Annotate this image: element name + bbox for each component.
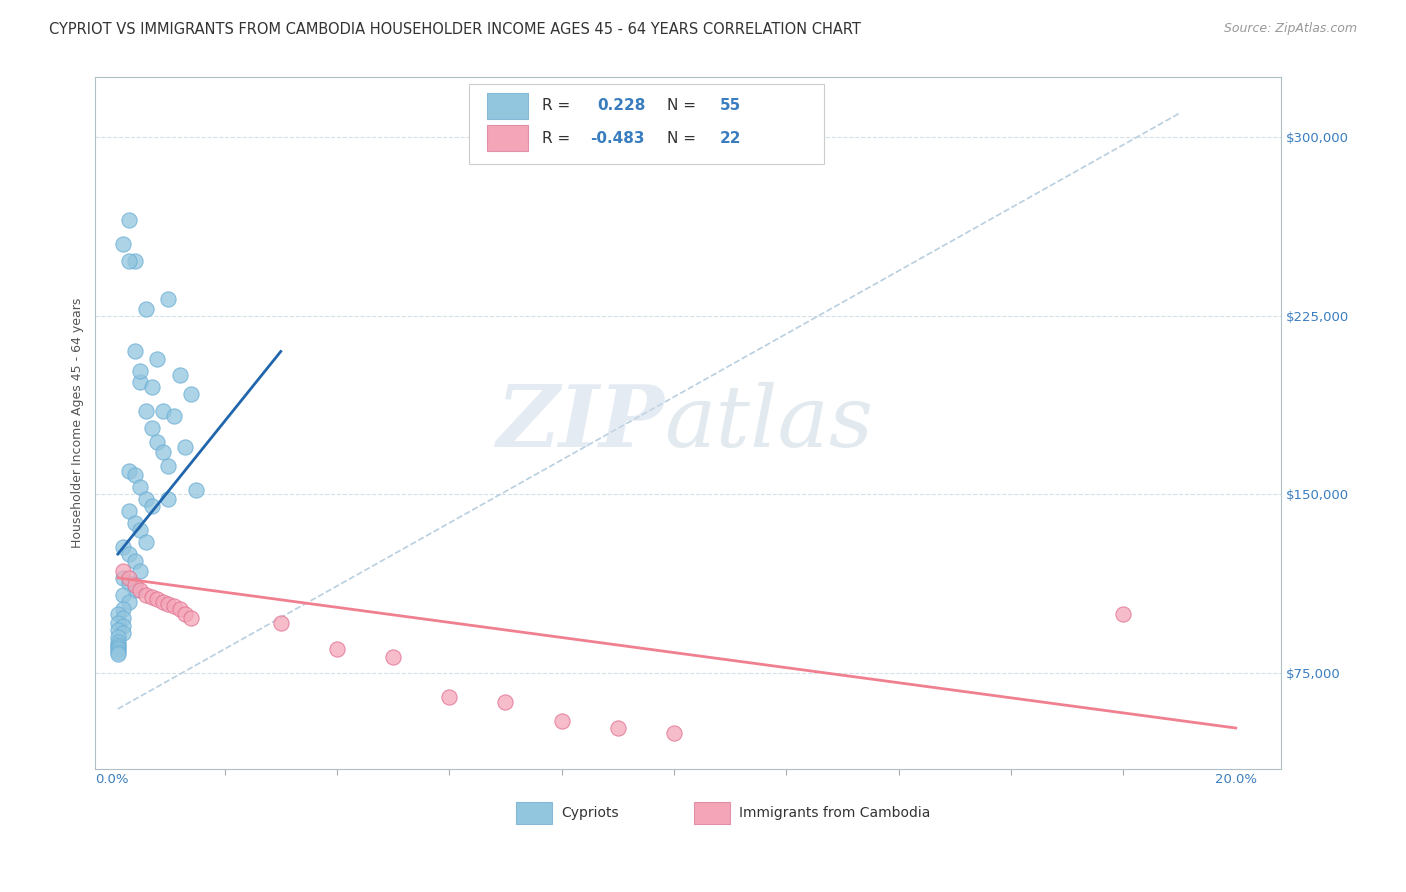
Point	[163, 409, 186, 423]
Point	[107, 642, 129, 657]
Text: 0.228: 0.228	[596, 98, 645, 113]
Point	[107, 635, 129, 649]
Point	[107, 638, 129, 652]
Text: Immigrants from Cambodia: Immigrants from Cambodia	[740, 806, 931, 821]
Text: N =: N =	[666, 98, 700, 113]
Bar	[486, 125, 529, 152]
Point	[118, 504, 141, 518]
Point	[439, 690, 461, 704]
Point	[112, 564, 135, 578]
Point	[124, 344, 146, 359]
Point	[146, 435, 169, 450]
Point	[129, 376, 152, 390]
Point	[118, 213, 141, 227]
Point	[174, 440, 197, 454]
Point	[662, 726, 685, 740]
Point	[157, 458, 180, 473]
Text: Cypriots: Cypriots	[561, 806, 619, 821]
Point	[124, 578, 146, 592]
Point	[124, 554, 146, 568]
Point	[169, 602, 191, 616]
Point	[152, 595, 174, 609]
Text: 55: 55	[720, 98, 741, 113]
Point	[382, 649, 405, 664]
Point	[1112, 607, 1135, 621]
Text: CYPRIOT VS IMMIGRANTS FROM CAMBODIA HOUSEHOLDER INCOME AGES 45 - 64 YEARS CORREL: CYPRIOT VS IMMIGRANTS FROM CAMBODIA HOUS…	[49, 22, 860, 37]
Point	[107, 647, 129, 661]
Point	[141, 380, 163, 394]
Point	[141, 590, 163, 604]
Point	[118, 575, 141, 590]
Point	[152, 404, 174, 418]
Point	[129, 363, 152, 377]
Point	[118, 254, 141, 268]
Text: 22: 22	[720, 131, 741, 145]
Point	[112, 625, 135, 640]
Point	[124, 468, 146, 483]
Point	[112, 602, 135, 616]
Point	[107, 631, 129, 645]
Point	[124, 582, 146, 597]
Point	[326, 642, 349, 657]
Point	[163, 599, 186, 614]
Text: Source: ZipAtlas.com: Source: ZipAtlas.com	[1223, 22, 1357, 36]
Text: R =: R =	[543, 98, 575, 113]
Point	[550, 714, 572, 728]
Text: ZIP: ZIP	[496, 381, 664, 465]
Point	[118, 464, 141, 478]
Text: atlas: atlas	[664, 382, 873, 465]
Point	[186, 483, 208, 497]
Point	[141, 500, 163, 514]
Point	[157, 292, 180, 306]
Point	[112, 571, 135, 585]
Point	[135, 588, 157, 602]
Point	[124, 254, 146, 268]
Text: -0.483: -0.483	[589, 131, 644, 145]
Point	[174, 607, 197, 621]
Point	[112, 540, 135, 554]
Point	[118, 571, 141, 585]
Point	[129, 564, 152, 578]
Point	[112, 611, 135, 625]
Point	[129, 480, 152, 494]
Text: N =: N =	[666, 131, 700, 145]
Bar	[486, 93, 529, 119]
Y-axis label: Householder Income Ages 45 - 64 years: Householder Income Ages 45 - 64 years	[72, 298, 84, 549]
Point	[124, 516, 146, 530]
Point	[146, 351, 169, 366]
Point	[169, 368, 191, 383]
Point	[152, 444, 174, 458]
Point	[107, 645, 129, 659]
Bar	[516, 802, 551, 824]
Point	[157, 492, 180, 507]
Point	[112, 618, 135, 632]
Point	[112, 237, 135, 252]
Point	[180, 387, 202, 401]
Point	[107, 624, 129, 638]
FancyBboxPatch shape	[468, 85, 824, 164]
Point	[129, 523, 152, 537]
Point	[129, 582, 152, 597]
Point	[135, 535, 157, 549]
Point	[135, 301, 157, 316]
Point	[180, 611, 202, 625]
Point	[112, 588, 135, 602]
Point	[157, 597, 180, 611]
Point	[270, 616, 292, 631]
Point	[118, 547, 141, 561]
Bar	[695, 802, 730, 824]
Point	[135, 404, 157, 418]
Point	[146, 592, 169, 607]
Point	[118, 595, 141, 609]
Point	[135, 492, 157, 507]
Point	[141, 421, 163, 435]
Point	[107, 607, 129, 621]
Point	[107, 640, 129, 654]
Text: R =: R =	[543, 131, 575, 145]
Point	[494, 695, 516, 709]
Point	[606, 721, 628, 735]
Point	[107, 616, 129, 631]
